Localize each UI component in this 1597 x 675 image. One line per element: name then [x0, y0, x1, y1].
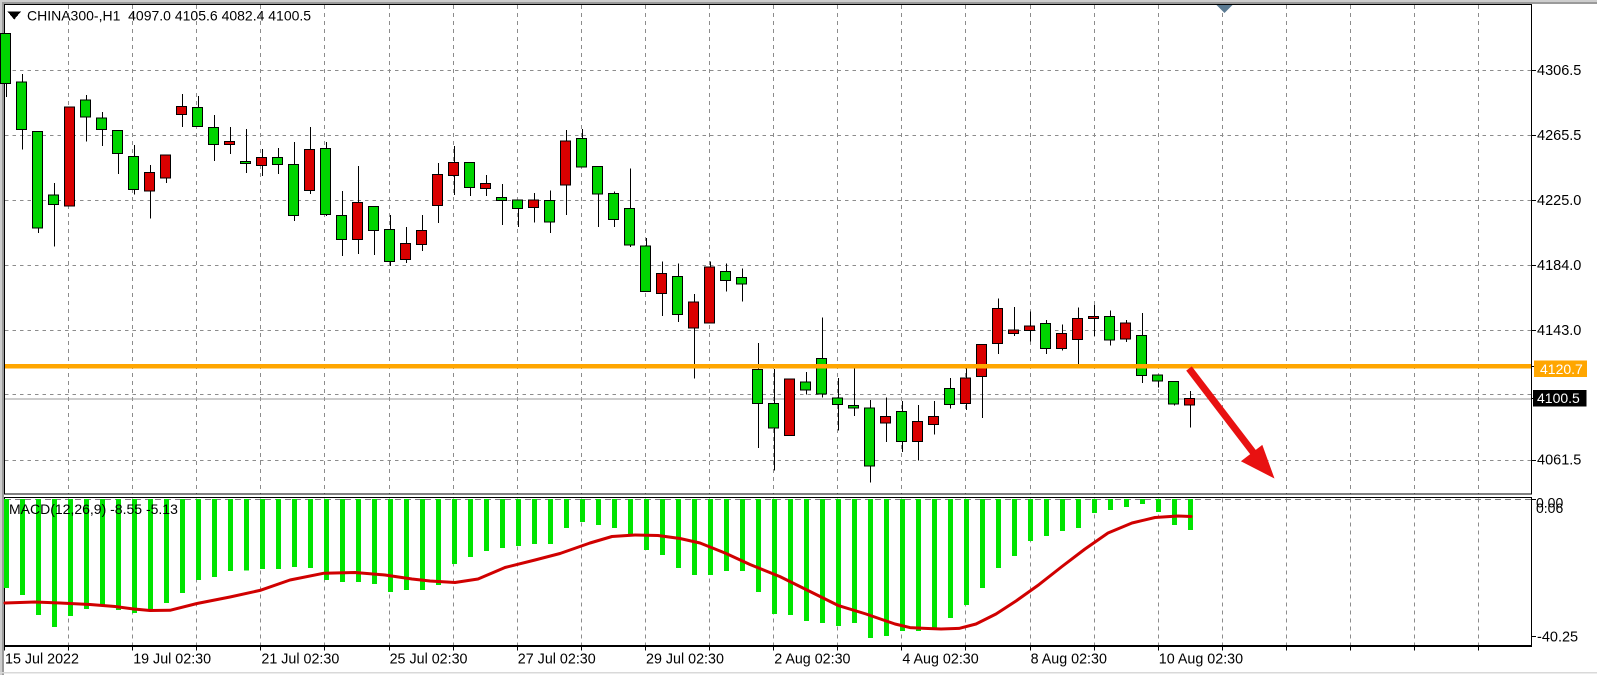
svg-text:MACD(12,26,9) -8.55 -5.13: MACD(12,26,9) -8.55 -5.13 [9, 501, 178, 517]
svg-text:4265.5: 4265.5 [1537, 128, 1581, 144]
svg-text:0.00: 0.00 [1536, 495, 1563, 511]
svg-text:19 Jul 02:30: 19 Jul 02:30 [133, 652, 211, 668]
svg-text:4225.0: 4225.0 [1537, 193, 1581, 209]
svg-text:4 Aug 02:30: 4 Aug 02:30 [902, 652, 978, 668]
svg-text:27 Jul 02:30: 27 Jul 02:30 [518, 652, 596, 668]
svg-text:0.06: 0.06 [1536, 500, 1563, 516]
svg-text:-40.25: -40.25 [1537, 629, 1578, 645]
svg-text:4120.7: 4120.7 [1540, 361, 1583, 377]
svg-text:10 Aug 02:30: 10 Aug 02:30 [1159, 652, 1243, 668]
svg-text:15 Jul 2022: 15 Jul 2022 [5, 652, 79, 668]
svg-text:8 Aug 02:30: 8 Aug 02:30 [1031, 652, 1107, 668]
svg-text:4143.0: 4143.0 [1537, 323, 1581, 339]
svg-text:4100.5: 4100.5 [1537, 390, 1580, 406]
svg-text:21 Jul 02:30: 21 Jul 02:30 [261, 652, 339, 668]
svg-text:29 Jul 02:30: 29 Jul 02:30 [646, 652, 724, 668]
svg-text:2 Aug 02:30: 2 Aug 02:30 [774, 652, 850, 668]
svg-text:4061.5: 4061.5 [1537, 453, 1581, 469]
svg-text:CHINA300-,H1 4097.0 4105.6 40: CHINA300-,H1 4097.0 4105.6 4082.4 4100.5 [27, 8, 311, 24]
svg-text:4306.5: 4306.5 [1537, 63, 1581, 79]
svg-text:4184.0: 4184.0 [1537, 258, 1581, 274]
svg-text:25 Jul 02:30: 25 Jul 02:30 [390, 652, 468, 668]
